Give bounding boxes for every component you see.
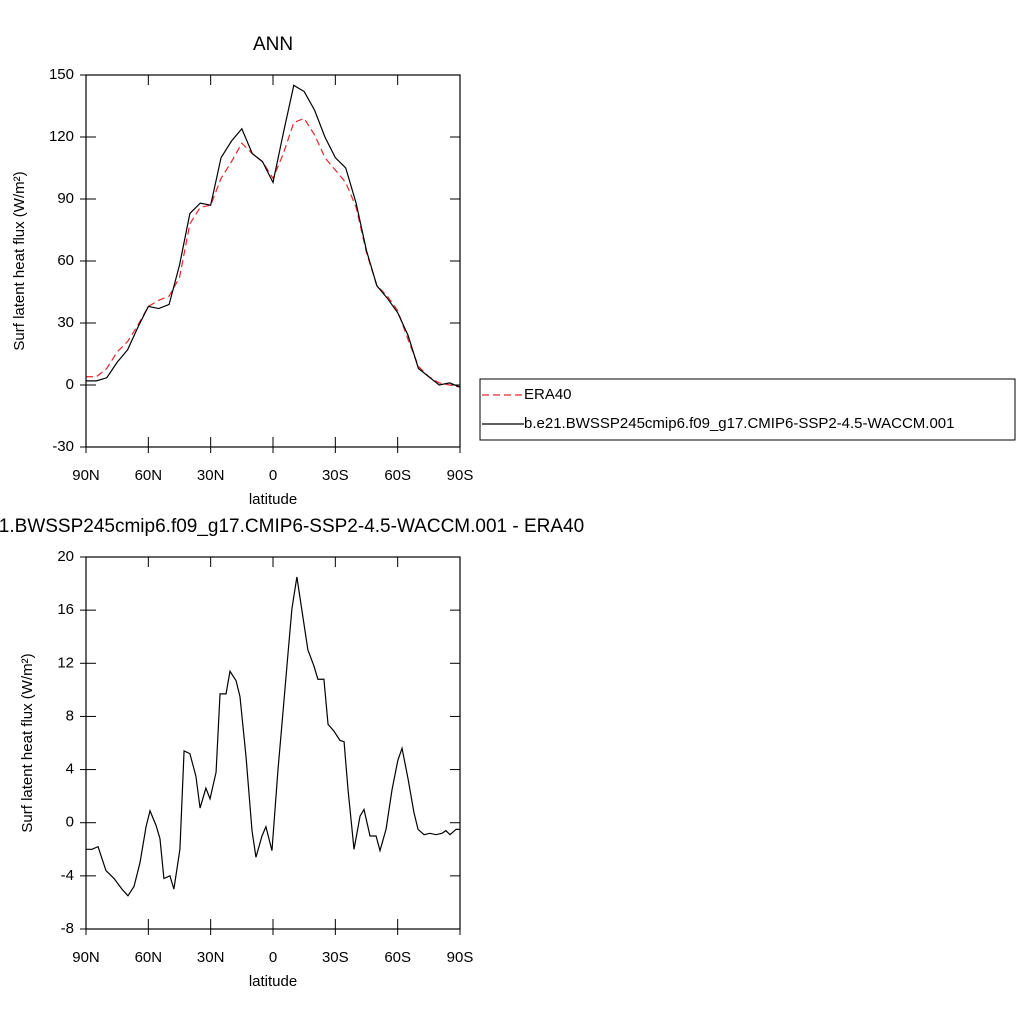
- x-tick-label: 30N: [197, 949, 225, 966]
- x-axis-label: latitude: [249, 491, 297, 508]
- x-tick-label: 90S: [447, 467, 474, 484]
- y-tick-label: 120: [49, 128, 74, 145]
- y-tick-label: 8: [66, 707, 74, 724]
- y-axis-label: Surf latent heat flux (W/m²): [19, 653, 36, 832]
- x-tick-label: 90N: [72, 949, 100, 966]
- y-tick-label: 12: [57, 654, 74, 671]
- x-axis-label: latitude: [249, 973, 297, 990]
- y-tick-label: 4: [66, 761, 74, 778]
- x-tick-label: 60N: [135, 949, 163, 966]
- x-tick-label: 30S: [322, 949, 349, 966]
- x-tick-label: 30S: [322, 467, 349, 484]
- x-tick-label: 90S: [447, 949, 474, 966]
- data-line: [86, 576, 460, 897]
- plot-frame: [85, 74, 461, 448]
- x-tick-label: 60S: [384, 467, 411, 484]
- x-tick-label: 0: [269, 949, 277, 966]
- x-tick-label: 60N: [135, 467, 163, 484]
- legend-label: b.e21.BWSSP245cmip6.f09_g17.CMIP6-SSP2-4…: [524, 415, 954, 432]
- x-tick-label: 90N: [72, 467, 100, 484]
- x-tick-label: 30N: [197, 467, 225, 484]
- x-tick-label: 0: [269, 467, 277, 484]
- y-tick-label: 20: [57, 548, 74, 565]
- y-axis-label: Surf latent heat flux (W/m²): [11, 171, 28, 350]
- y-tick-label: 16: [57, 601, 74, 618]
- y-tick-label: 0: [66, 376, 74, 393]
- y-tick-label: 150: [49, 66, 74, 83]
- legend-label: ERA40: [524, 386, 572, 403]
- y-tick-label: 90: [57, 190, 74, 207]
- x-tick-label: 60S: [384, 949, 411, 966]
- chart-title: ANN: [253, 34, 293, 55]
- y-tick-label: 30: [57, 314, 74, 331]
- y-tick-label: -30: [52, 438, 74, 455]
- chart-title: b.e21.BWSSP245cmip6.f09_g17.CMIP6-SSP2-4…: [0, 516, 584, 537]
- y-tick-label: 60: [57, 252, 74, 269]
- y-tick-label: -8: [61, 920, 74, 937]
- data-line: [86, 84, 461, 388]
- data-line: [86, 117, 461, 388]
- y-tick-label: -4: [61, 867, 74, 884]
- y-tick-label: 0: [66, 814, 74, 831]
- legend-box: [479, 378, 1016, 441]
- plot-frame: [85, 556, 461, 930]
